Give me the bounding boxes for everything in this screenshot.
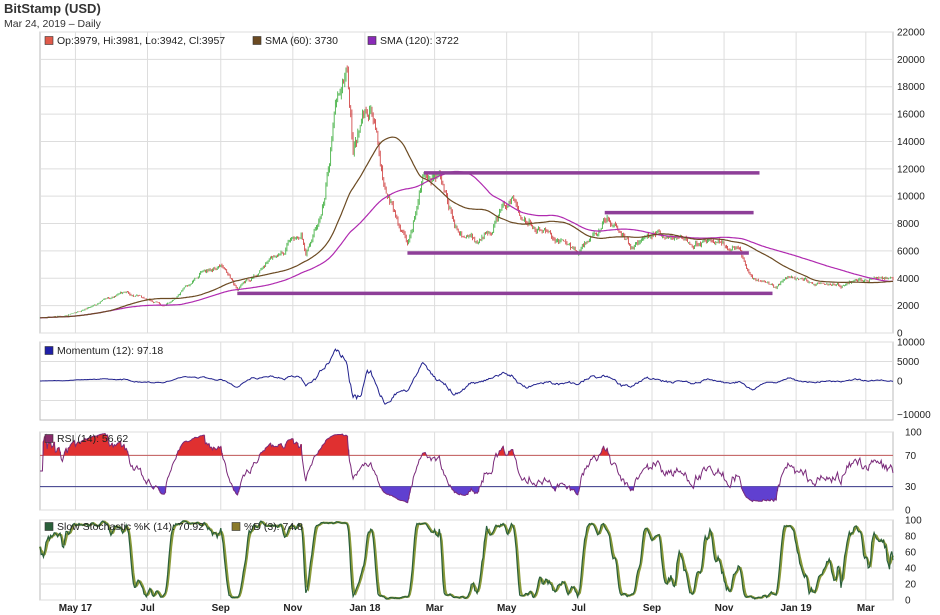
panel-frame <box>39 31 894 334</box>
rsi-line <box>40 433 894 504</box>
x-axis-tick-label: Jul <box>140 603 155 614</box>
price-axis-tick-label: 8000 <box>897 219 920 230</box>
momentum-axis-tick-label: −10000 <box>897 410 931 421</box>
legend-swatch <box>44 434 54 443</box>
stochastic-k-line <box>39 520 894 600</box>
momentum-axis-tick-label: 5000 <box>897 357 920 368</box>
legend-swatch <box>367 36 377 45</box>
legend-label: Momentum (12): 97.18 <box>57 345 163 357</box>
rsi-axis-tick-label: 100 <box>905 428 922 439</box>
rsi-axis-tick-label: 30 <box>905 482 917 493</box>
stochastic-axis-tick-label: 20 <box>905 580 917 591</box>
x-axis-tick-label: Sep <box>643 603 661 614</box>
legend-swatch <box>231 522 241 531</box>
price-candles <box>39 65 894 319</box>
stochastic-axis-tick-label: 40 <box>905 564 917 575</box>
price-axis-tick-label: 4000 <box>897 274 920 285</box>
legend-label: SMA (120): 3722 <box>380 35 459 47</box>
x-axis-tick-label: Mar <box>857 603 875 614</box>
price-axis-tick-label: 0 <box>897 329 903 340</box>
x-axis-tick-label: Jan 19 <box>781 603 813 614</box>
legend-swatch <box>44 36 54 45</box>
sma-60-line <box>40 136 894 319</box>
price-axis-tick-label: 12000 <box>897 164 925 175</box>
legend-swatch <box>44 346 54 355</box>
x-axis-tick-label: May 17 <box>59 603 93 614</box>
legend-label: %D (3): 74.8 <box>244 521 303 533</box>
stochastic-axis-tick-label: 60 <box>905 548 917 559</box>
chart-subtitle: Mar 24, 2019 – Daily <box>4 18 101 30</box>
x-axis-tick-label: May <box>497 603 517 614</box>
x-axis-tick-label: Mar <box>426 603 444 614</box>
grid-layer <box>39 31 894 601</box>
legend-label: RSI (14): 56.62 <box>57 433 128 445</box>
legend-swatch <box>252 36 262 45</box>
price-axis-tick-label: 14000 <box>897 137 925 148</box>
chart-title: BitStamp (USD) <box>4 1 101 16</box>
x-axis-tick-label: Jul <box>572 603 587 614</box>
momentum-line <box>40 348 894 405</box>
rsi-axis-tick-label: 70 <box>905 451 917 462</box>
momentum-axis-tick-label: 10000 <box>897 338 925 349</box>
x-axis-tick-label: Jan 18 <box>349 603 381 614</box>
stochastic-axis-tick-label: 80 <box>905 532 917 543</box>
price-axis-tick-label: 18000 <box>897 82 925 93</box>
momentum-axis-tick-label: 0 <box>897 377 903 388</box>
price-axis-tick-label: 6000 <box>897 246 920 257</box>
legend-label: SMA (60): 3730 <box>265 35 338 47</box>
rsi-axis-tick-label: 0 <box>905 506 911 517</box>
x-axis-tick-label: Nov <box>283 603 302 614</box>
stochastic-axis-tick-label: 0 <box>905 596 911 607</box>
price-axis-tick-label: 20000 <box>897 55 925 66</box>
x-axis-tick-label: Nov <box>715 603 734 614</box>
x-axis-tick-label: Sep <box>212 603 230 614</box>
legend-label: Op:3979, Hi:3981, Lo:3942, Cl:3957 <box>57 35 225 47</box>
price-axis-tick-label: 10000 <box>897 192 925 203</box>
legend-swatch <box>44 522 54 531</box>
stochastic-axis-tick-label: 100 <box>905 516 922 527</box>
price-axis-tick-label: 2000 <box>897 301 920 312</box>
legend-label: Slow Stochastic %K (14): 70.92 <box>57 521 204 533</box>
price-axis-tick-label: 16000 <box>897 110 925 121</box>
price-axis-tick-label: 22000 <box>897 28 925 39</box>
panel-frame <box>39 519 894 601</box>
